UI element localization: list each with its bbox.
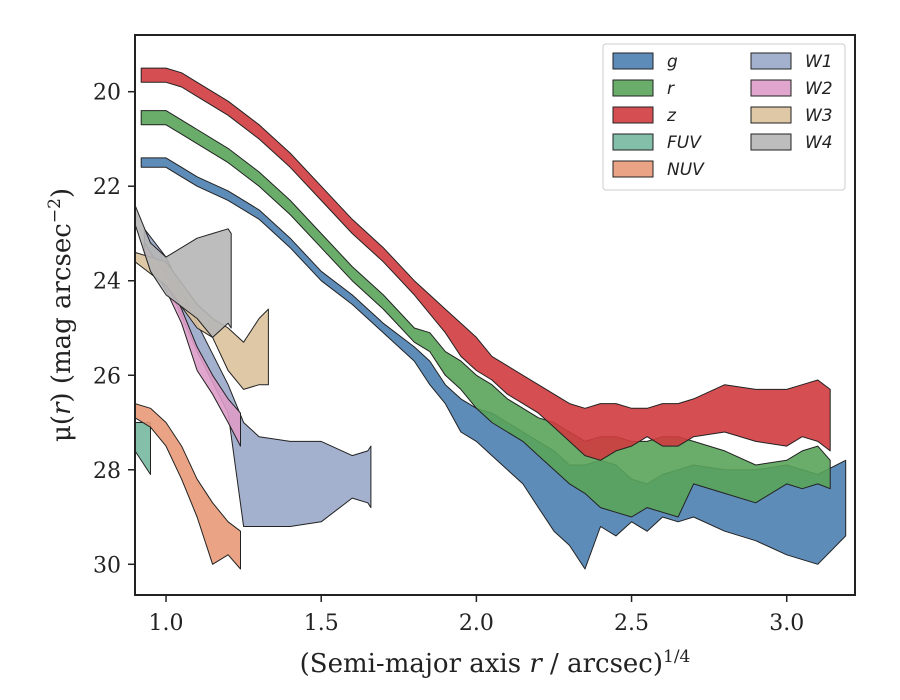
legend-label-r: r bbox=[667, 79, 675, 99]
legend-label-w1: W1 bbox=[805, 52, 833, 72]
legend-label-z: z bbox=[666, 106, 677, 126]
x-tick-label: 2.5 bbox=[614, 611, 649, 636]
band-w4 bbox=[135, 204, 232, 338]
x-tick-label: 3.0 bbox=[769, 611, 804, 636]
y-tick-label: 30 bbox=[93, 553, 121, 578]
y-tick-label: 24 bbox=[93, 270, 121, 295]
legend-swatch-w1 bbox=[750, 52, 792, 70]
y-tick-label: 20 bbox=[93, 81, 121, 106]
legend-swatch-z bbox=[612, 106, 654, 124]
legend-label-fuv: FUV bbox=[667, 133, 702, 153]
band-fuv bbox=[135, 422, 151, 475]
legend-label-g: g bbox=[667, 52, 678, 72]
x-tick-label: 1.0 bbox=[149, 611, 184, 636]
y-axis: 20 22 24 26 28 30 bbox=[93, 81, 135, 578]
legend-swatch-w3 bbox=[750, 106, 792, 124]
legend-label-w3: W3 bbox=[805, 106, 833, 126]
y-axis-label: μ(r) (mag arcsec−2) bbox=[45, 188, 77, 442]
legend-label-nuv: NUV bbox=[667, 160, 705, 180]
legend-swatch-w4 bbox=[750, 133, 792, 151]
legend-swatch-w2 bbox=[750, 79, 792, 97]
legend-label-w4: W4 bbox=[805, 133, 833, 153]
y-tick-label: 22 bbox=[93, 175, 121, 200]
x-tick-label: 2.0 bbox=[459, 611, 494, 636]
x-axis-label: (Semi-major axis r / arcsec)1/4 bbox=[300, 647, 691, 679]
band-r bbox=[140, 110, 831, 518]
x-axis: 1.0 1.5 2.0 2.5 3.0 bbox=[149, 595, 804, 636]
legend-swatch-g bbox=[612, 52, 654, 70]
band-z bbox=[140, 67, 831, 461]
y-tick-label: 26 bbox=[93, 364, 121, 389]
legend-swatch-r bbox=[612, 79, 654, 97]
legend: grz FUV NUV W1 W2 W3 W4 bbox=[602, 43, 846, 191]
band-g bbox=[140, 157, 847, 570]
plot-area bbox=[135, 67, 847, 570]
band-nuv bbox=[135, 403, 241, 570]
legend-label-w2: W2 bbox=[805, 79, 833, 99]
x-tick-label: 1.5 bbox=[304, 611, 339, 636]
axes-frame bbox=[134, 34, 856, 596]
legend-swatch-fuv bbox=[612, 133, 654, 151]
legend-swatch-nuv bbox=[612, 160, 654, 178]
y-tick-label: 28 bbox=[93, 459, 121, 484]
